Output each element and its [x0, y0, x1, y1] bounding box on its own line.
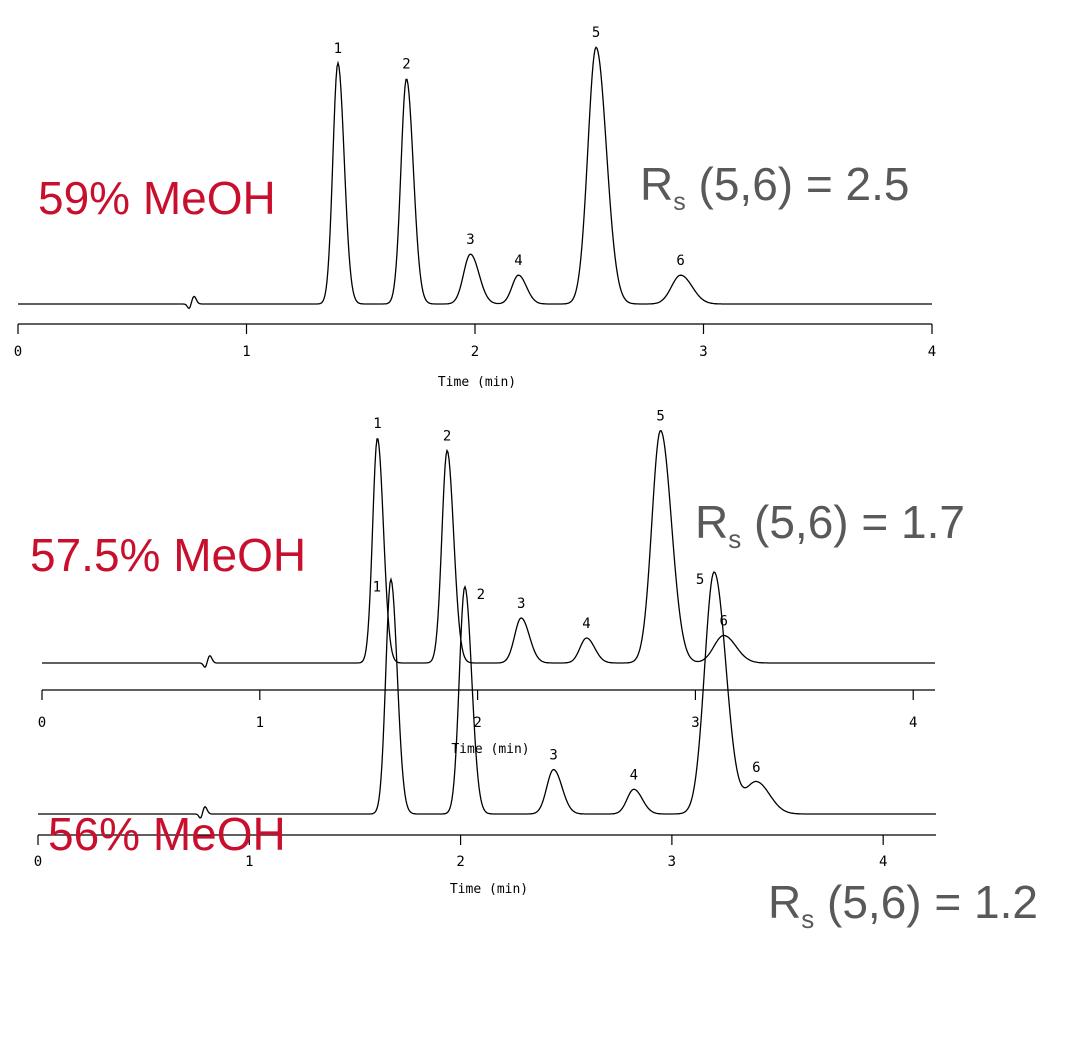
peak-label-3: 3 [549, 748, 557, 764]
x-axis-title: Time (min) [450, 882, 528, 897]
peak-label-5: 5 [696, 572, 704, 588]
chromatogram-panel-1: 1 2 3 4 5 6 0 1 2 3 4 Time (min) 59% MeOH Rs (5,6) = … [14, 25, 936, 390]
x-tick-label: 1 [242, 344, 250, 360]
x-tick-label: 4 [909, 715, 917, 731]
peak-label-1: 1 [373, 579, 381, 595]
chromatogram-panel-3: 1 2 3 4 5 6 0 1 2 3 4 Time (min) 56% MeOH Rs (5,6) = … [34, 571, 1038, 934]
peak-label-1: 1 [373, 416, 381, 432]
chromatogram-trace [18, 46, 932, 310]
peak-label-5: 5 [656, 409, 664, 425]
peak-label-6: 6 [752, 760, 760, 776]
condition-label: 56% MeOH [48, 808, 286, 860]
x-tick-label: 3 [699, 344, 707, 360]
chromatogram-trace [38, 571, 936, 819]
chromatogram-trace [42, 429, 935, 669]
chromatogram-panel-2: 1 2 3 4 5 6 0 1 2 3 4 Time (min) 57.5% MeOH Rs (5,6) … [30, 409, 965, 758]
x-tick-label: 3 [691, 715, 699, 731]
x-tick-label: 2 [473, 715, 481, 731]
x-tick-label: 3 [668, 854, 676, 870]
resolution-label: Rs (5,6) = 2.5 [640, 158, 909, 216]
peak-label-3: 3 [466, 232, 474, 248]
resolution-label: Rs (5,6) = 1.2 [768, 876, 1038, 934]
x-tick-label: 2 [471, 344, 479, 360]
peak-label-2: 2 [402, 57, 410, 73]
x-tick-label: 1 [245, 854, 253, 870]
x-tick-label: 0 [38, 715, 46, 731]
x-tick-label: 0 [14, 344, 22, 360]
peak-label-4: 4 [630, 767, 638, 783]
x-axis-title: Time (min) [451, 742, 529, 757]
peak-label-5: 5 [592, 25, 600, 41]
peak-label-4: 4 [514, 253, 522, 269]
peak-label-4: 4 [582, 616, 590, 632]
x-tick-label: 4 [928, 344, 936, 360]
x-tick-label: 1 [256, 715, 264, 731]
x-tick-label: 4 [879, 854, 887, 870]
x-tick-label: 2 [456, 854, 464, 870]
peak-label-2: 2 [477, 587, 485, 603]
resolution-label: Rs (5,6) = 1.7 [695, 496, 965, 554]
x-tick-label: 0 [34, 854, 42, 870]
peak-label-2: 2 [443, 429, 451, 445]
peak-label-3: 3 [517, 596, 525, 612]
peak-label-6: 6 [676, 253, 684, 269]
condition-label: 59% MeOH [38, 172, 276, 224]
x-axis-title: Time (min) [438, 375, 516, 390]
peak-label-6: 6 [720, 614, 728, 630]
peak-label-1: 1 [334, 41, 342, 57]
condition-label: 57.5% MeOH [30, 529, 306, 581]
